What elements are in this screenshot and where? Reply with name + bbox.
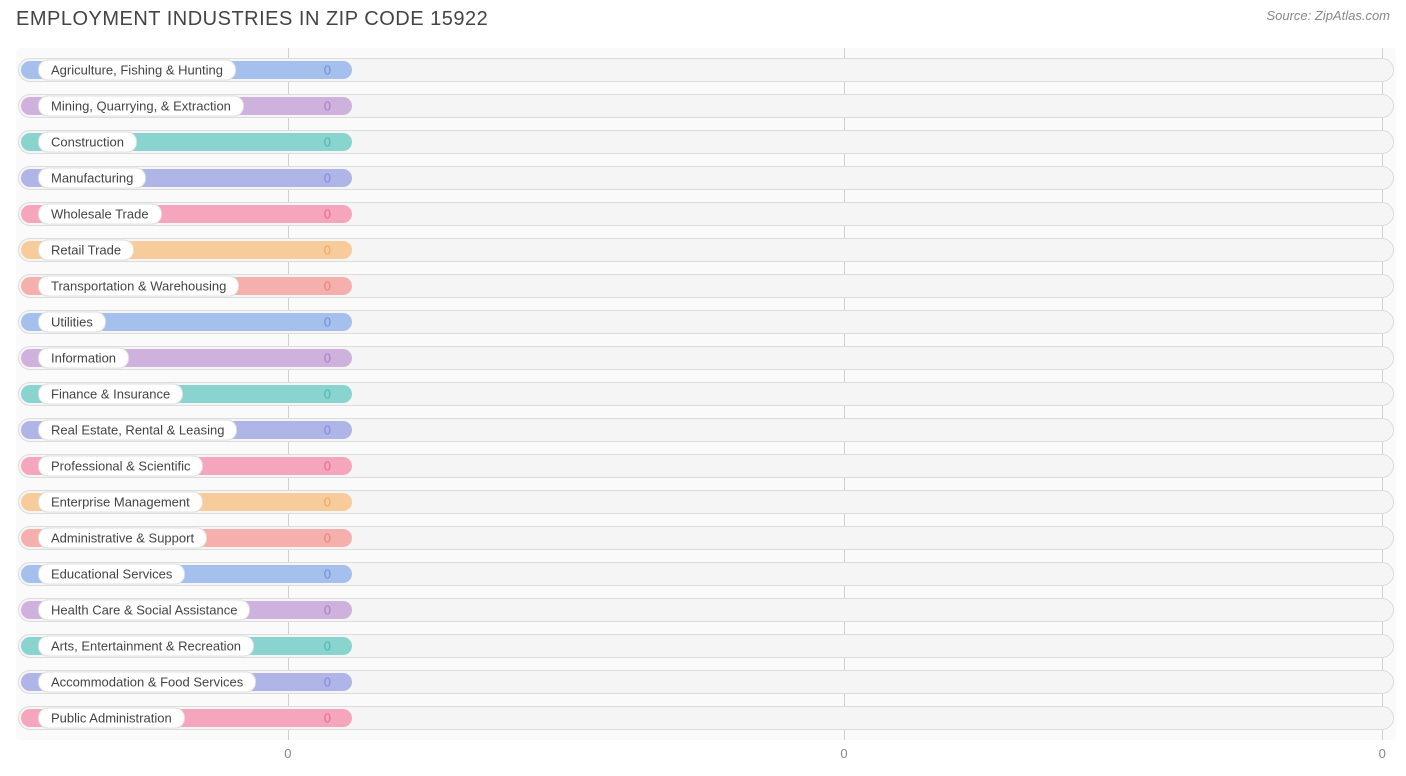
bar-value-label: 0	[324, 711, 331, 726]
x-tick-label: 0	[284, 746, 291, 761]
bar-row: Enterprise Management 0	[16, 488, 1396, 516]
bar-row: Retail Trade 0	[16, 236, 1396, 264]
bar-label-pill: Public Administration	[38, 708, 185, 729]
bar-label-pill: Health Care & Social Assistance	[38, 600, 250, 621]
bar-row: Utilities 0	[16, 308, 1396, 336]
bar-row: Health Care & Social Assistance 0	[16, 596, 1396, 624]
bar-label-pill: Utilities	[38, 312, 106, 333]
bar-label-pill: Manufacturing	[38, 168, 146, 189]
x-tick-label: 0	[1379, 746, 1386, 761]
bar-label-pill: Enterprise Management	[38, 492, 203, 513]
bar-label-pill: Transportation & Warehousing	[38, 276, 239, 297]
bar-row: Accommodation & Food Services 0	[16, 668, 1396, 696]
bar-label-pill: Administrative & Support	[38, 528, 207, 549]
bar-value-label: 0	[324, 315, 331, 330]
chart-title: EMPLOYMENT INDUSTRIES IN ZIP CODE 15922	[16, 8, 488, 31]
bar-row: Educational Services 0	[16, 560, 1396, 588]
bar-label-pill: Mining, Quarrying, & Extraction	[38, 96, 244, 117]
bar-row: Arts, Entertainment & Recreation 0	[16, 632, 1396, 660]
bar-row: Manufacturing 0	[16, 164, 1396, 192]
bar-value-label: 0	[324, 279, 331, 294]
bar-label-pill: Information	[38, 348, 129, 369]
bar-row: Real Estate, Rental & Leasing 0	[16, 416, 1396, 444]
bar-row: Agriculture, Fishing & Hunting 0	[16, 56, 1396, 84]
bar-value-label: 0	[324, 63, 331, 78]
bar-label-pill: Agriculture, Fishing & Hunting	[38, 60, 236, 81]
bar-label-pill: Construction	[38, 132, 137, 153]
bar-value-label: 0	[324, 243, 331, 258]
bar-value-label: 0	[324, 99, 331, 114]
bar-value-label: 0	[324, 567, 331, 582]
bar-row: Wholesale Trade 0	[16, 200, 1396, 228]
chart-source: Source: ZipAtlas.com	[1266, 8, 1390, 23]
bar-value-label: 0	[324, 531, 331, 546]
bar-value-label: 0	[324, 351, 331, 366]
bar-value-label: 0	[324, 387, 331, 402]
bar-value-label: 0	[324, 171, 331, 186]
bar-row: Public Administration 0	[16, 704, 1396, 732]
bar-label-pill: Retail Trade	[38, 240, 134, 261]
bar-row: Administrative & Support 0	[16, 524, 1396, 552]
bar-label-pill: Educational Services	[38, 564, 185, 585]
bar-value-label: 0	[324, 639, 331, 654]
bar-value-label: 0	[324, 675, 331, 690]
x-tick-label: 0	[840, 746, 847, 761]
bar-label-pill: Wholesale Trade	[38, 204, 162, 225]
chart-plot-area: Agriculture, Fishing & Hunting0Mining, Q…	[16, 48, 1396, 740]
bar-row: Finance & Insurance 0	[16, 380, 1396, 408]
chart-header: EMPLOYMENT INDUSTRIES IN ZIP CODE 15922 …	[0, 0, 1406, 35]
x-axis: 0 0 0	[16, 746, 1396, 766]
bar-row: Mining, Quarrying, & Extraction 0	[16, 92, 1396, 120]
bar-value-label: 0	[324, 459, 331, 474]
bar-label-pill: Arts, Entertainment & Recreation	[38, 636, 254, 657]
bar-row: Transportation & Warehousing 0	[16, 272, 1396, 300]
bar-row: Professional & Scientific 0	[16, 452, 1396, 480]
bar-label-pill: Professional & Scientific	[38, 456, 203, 477]
bar-label-pill: Accommodation & Food Services	[38, 672, 256, 693]
bar-value-label: 0	[324, 423, 331, 438]
bar-value-label: 0	[324, 135, 331, 150]
bar-label-pill: Real Estate, Rental & Leasing	[38, 420, 237, 441]
bar-value-label: 0	[324, 603, 331, 618]
bar-label-pill: Finance & Insurance	[38, 384, 183, 405]
bar-row: Construction 0	[16, 128, 1396, 156]
bar-value-label: 0	[324, 495, 331, 510]
bar-value-label: 0	[324, 207, 331, 222]
bar-row: Information 0	[16, 344, 1396, 372]
chart-rows: Agriculture, Fishing & Hunting0Mining, Q…	[16, 56, 1396, 732]
